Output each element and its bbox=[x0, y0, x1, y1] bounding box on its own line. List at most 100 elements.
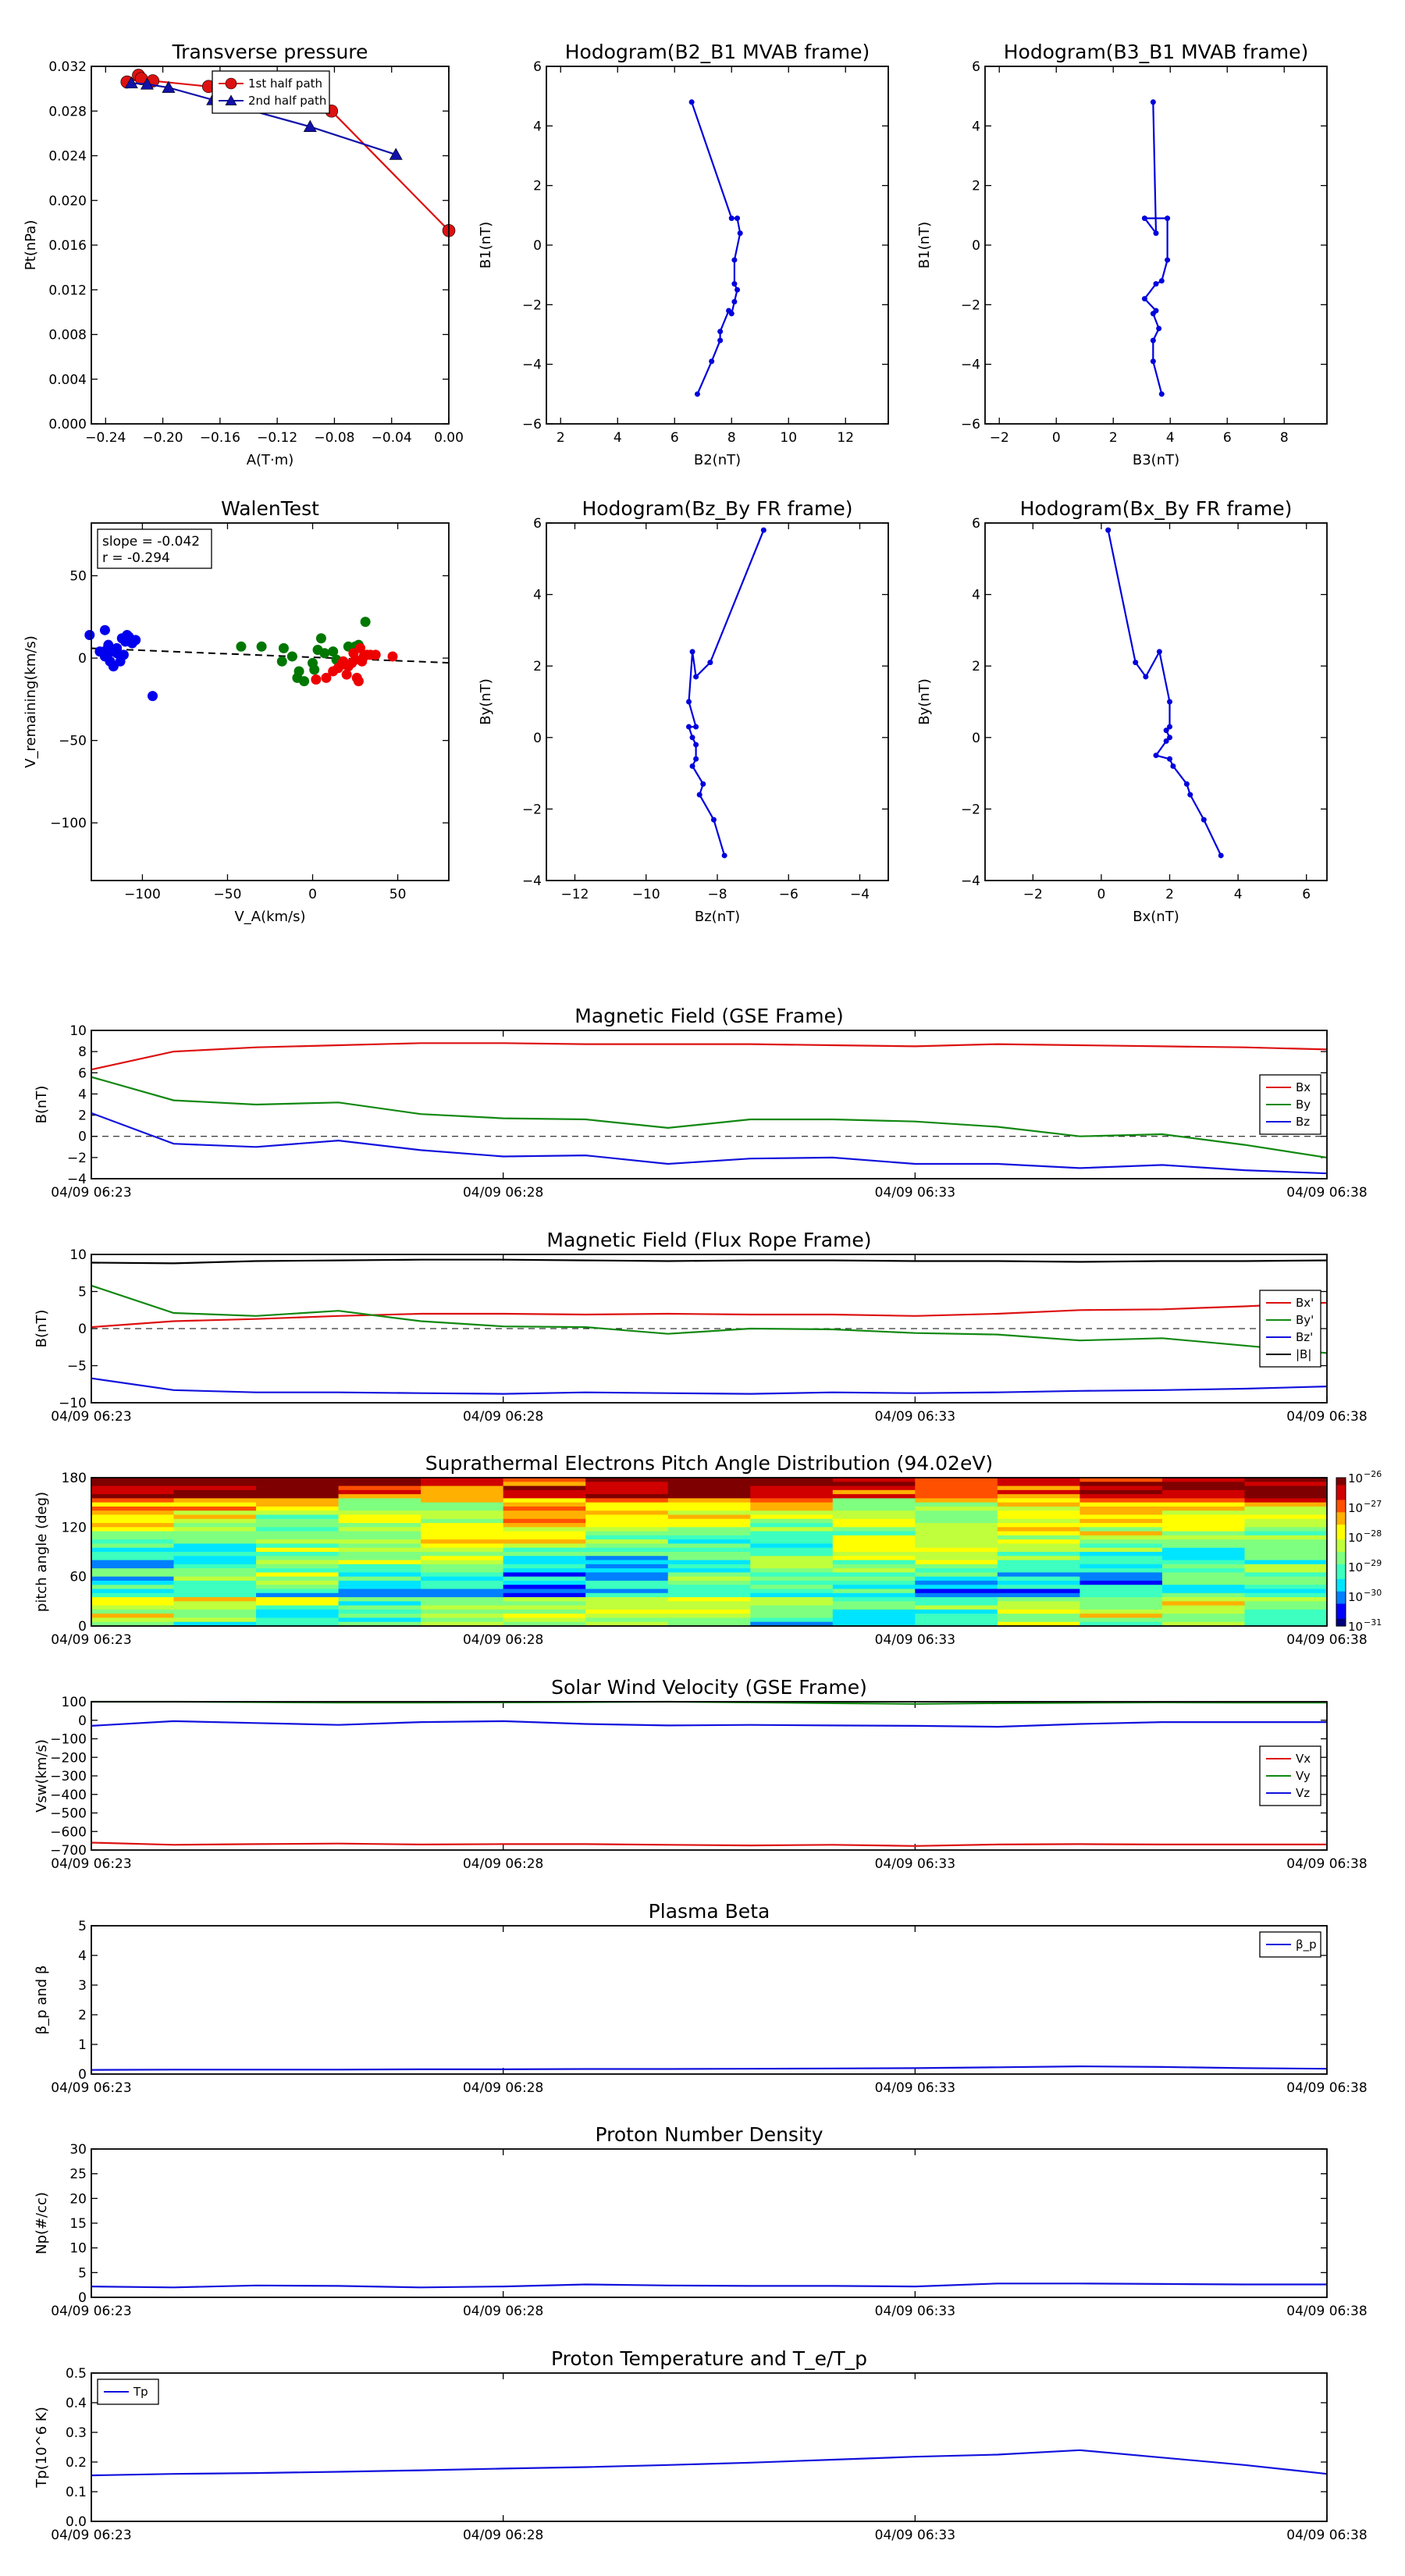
heatmap-cell bbox=[997, 1498, 1080, 1503]
heatmap-cell bbox=[1244, 1597, 1328, 1602]
colorbar-segment bbox=[1336, 1537, 1346, 1540]
colorbar-segment bbox=[1336, 1534, 1346, 1538]
y-tick-label: −10 bbox=[59, 1396, 87, 1411]
colorbar-segment bbox=[1336, 1500, 1346, 1503]
axes-frame bbox=[984, 66, 1328, 425]
x-axis-label: Bz(nT) bbox=[695, 909, 740, 925]
heatmap-cell bbox=[1080, 1605, 1163, 1610]
data-point bbox=[1158, 391, 1165, 397]
heatmap-cell bbox=[832, 1597, 916, 1602]
y-tick-label: 0 bbox=[533, 731, 542, 746]
heatmap-cell bbox=[1161, 1564, 1246, 1569]
colorbar-segment bbox=[1336, 1480, 1346, 1483]
y-tick-label: 0.4 bbox=[66, 2396, 87, 2411]
y-tick-label: 10 bbox=[69, 2241, 87, 2257]
heatmap-cell bbox=[750, 1494, 834, 1499]
heatmap-cell bbox=[91, 1547, 175, 1553]
heatmap-cell bbox=[503, 1580, 586, 1585]
heatmap-cell bbox=[1080, 1485, 1163, 1491]
y-tick-label: −2 bbox=[522, 802, 542, 817]
heatmap-cell bbox=[832, 1592, 916, 1598]
heatmap-cell bbox=[503, 1576, 586, 1582]
heatmap-cell bbox=[585, 1568, 669, 1573]
series-line bbox=[91, 1258, 1328, 1265]
scatter-point bbox=[353, 676, 364, 687]
heatmap-cell bbox=[750, 1585, 834, 1590]
data-point bbox=[717, 329, 724, 335]
chart-title: Suprathermal Electrons Pitch Angle Distr… bbox=[425, 1452, 993, 1475]
colorbar-segment bbox=[1336, 1569, 1346, 1572]
heatmap-cell bbox=[91, 1498, 175, 1503]
colorbar-segment bbox=[1336, 1510, 1346, 1513]
heatmap-cell bbox=[173, 1572, 257, 1578]
heatmap-cell bbox=[503, 1523, 586, 1528]
x-tick-label: −0.12 bbox=[257, 430, 297, 446]
heatmap-cell bbox=[750, 1527, 834, 1532]
heatmap-cell bbox=[91, 1489, 175, 1495]
heatmap-cell bbox=[1244, 1552, 1328, 1557]
y-tick-label: 20 bbox=[69, 2191, 87, 2207]
heatmap-cell bbox=[421, 1518, 504, 1524]
heatmap-cell bbox=[997, 1556, 1080, 1561]
heatmap-cell bbox=[421, 1523, 504, 1528]
x-tick-label: −0.24 bbox=[85, 430, 126, 446]
data-point bbox=[688, 99, 695, 105]
x-tick-label: −10 bbox=[632, 887, 660, 902]
heatmap-cell bbox=[1244, 1621, 1328, 1627]
series-line bbox=[1107, 529, 1222, 856]
data-point bbox=[693, 674, 699, 680]
legend-label: Tp bbox=[133, 2385, 148, 2399]
heatmap-cell bbox=[1161, 1568, 1246, 1573]
data-point bbox=[1156, 649, 1162, 655]
heatmap-cell bbox=[1080, 1621, 1163, 1627]
heatmap-cell bbox=[91, 1614, 175, 1619]
heatmap-cell bbox=[338, 1552, 422, 1557]
heatmap-cell bbox=[256, 1543, 340, 1549]
heatmap-cell bbox=[1244, 1589, 1328, 1594]
heatmap-cell bbox=[585, 1502, 669, 1507]
heatmap-cell bbox=[585, 1552, 669, 1557]
heatmap-cell bbox=[421, 1539, 504, 1545]
scatter-point bbox=[309, 664, 320, 675]
x-tick-label: 04/09 06:38 bbox=[1286, 1632, 1367, 1648]
x-tick-label: −12 bbox=[561, 887, 589, 902]
heatmap-cell bbox=[1161, 1597, 1246, 1602]
heatmap-cell bbox=[915, 1478, 998, 1482]
y-tick-label: 6 bbox=[533, 59, 542, 75]
y-tick-label: 0.5 bbox=[66, 2366, 87, 2382]
heatmap-cell bbox=[750, 1498, 834, 1503]
heatmap-cell bbox=[1161, 1621, 1246, 1627]
heatmap-cell bbox=[1161, 1498, 1246, 1503]
heatmap-cell bbox=[832, 1568, 916, 1573]
heatmap-cell bbox=[338, 1556, 422, 1561]
heatmap-cell bbox=[667, 1560, 751, 1565]
heatmap-cell bbox=[256, 1478, 340, 1482]
heatmap-cell bbox=[667, 1614, 751, 1619]
series-line bbox=[91, 1301, 1328, 1329]
colorbar-segment bbox=[1336, 1616, 1346, 1620]
heatmap-cell bbox=[503, 1510, 586, 1516]
chart-title: Hodogram(Bz_By FR frame) bbox=[582, 497, 852, 520]
legend-label: Bx bbox=[1296, 1080, 1311, 1094]
colorbar-segment bbox=[1336, 1522, 1346, 1525]
chart-title: Magnetic Field (Flux Rope Frame) bbox=[546, 1229, 871, 1251]
heatmap-cell bbox=[1161, 1527, 1246, 1532]
chart-panel: Hodogram(B2_B1 MVAB frame) −6 −4 −2 0 2 4 6 2 4 6 8… bbox=[478, 41, 889, 468]
colorbar-segment bbox=[1336, 1532, 1346, 1535]
heatmap-cell bbox=[91, 1592, 175, 1598]
heatmap-cell bbox=[1080, 1617, 1163, 1623]
x-tick-label: −0.08 bbox=[314, 430, 354, 446]
heatmap-cell bbox=[256, 1564, 340, 1569]
colorbar-segment bbox=[1336, 1514, 1346, 1518]
heatmap-cell bbox=[256, 1580, 340, 1585]
heatmap-cell bbox=[1080, 1482, 1163, 1487]
heatmap-cell bbox=[338, 1523, 422, 1528]
series-line bbox=[91, 1720, 1327, 1728]
y-tick-label: −2 bbox=[522, 297, 542, 313]
heatmap-cell bbox=[91, 1589, 175, 1594]
heatmap-cell bbox=[997, 1539, 1080, 1545]
legend-label: Bx' bbox=[1296, 1296, 1314, 1310]
heatmap-cell bbox=[256, 1482, 340, 1487]
y-tick-label: −300 bbox=[50, 1769, 87, 1784]
heatmap-cell bbox=[997, 1527, 1080, 1532]
